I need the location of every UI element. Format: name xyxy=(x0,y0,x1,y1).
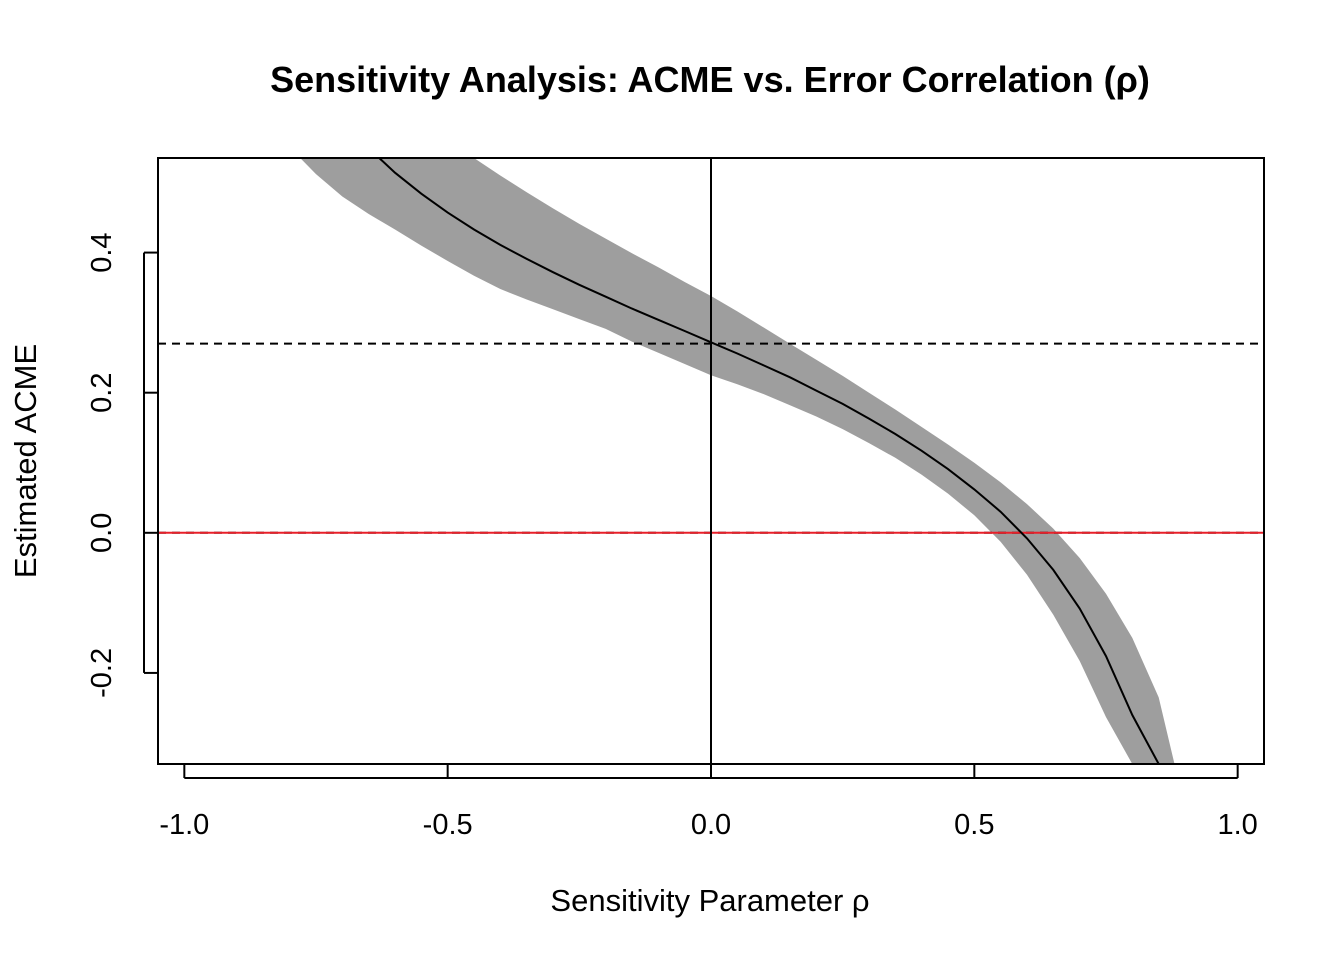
x-tick-label: -0.5 xyxy=(423,809,473,841)
x-tick-label: 1.0 xyxy=(1218,809,1258,841)
x-tick-label: -1.0 xyxy=(159,809,209,841)
x-axis-label: Sensitivity Parameter ρ xyxy=(550,883,869,918)
x-axis: -1.0 -0.5 0.0 0.5 1.0 xyxy=(159,764,1258,841)
chart-title: Sensitivity Analysis: ACME vs. Error Cor… xyxy=(270,59,1150,100)
confidence-band xyxy=(300,158,1185,764)
x-tick-label: 0.5 xyxy=(954,809,994,841)
y-axis: -0.2 0.0 0.2 0.4 xyxy=(86,232,158,698)
y-axis-label: Estimated ACME xyxy=(8,344,43,578)
plot-area xyxy=(158,158,1264,764)
acme-estimate-line xyxy=(378,158,1172,764)
y-tick-label: 0.0 xyxy=(86,513,118,553)
x-tick-label: 0.0 xyxy=(691,809,731,841)
y-tick-label: -0.2 xyxy=(86,648,118,698)
y-tick-label: 0.4 xyxy=(86,232,118,272)
y-tick-label: 0.2 xyxy=(86,373,118,413)
